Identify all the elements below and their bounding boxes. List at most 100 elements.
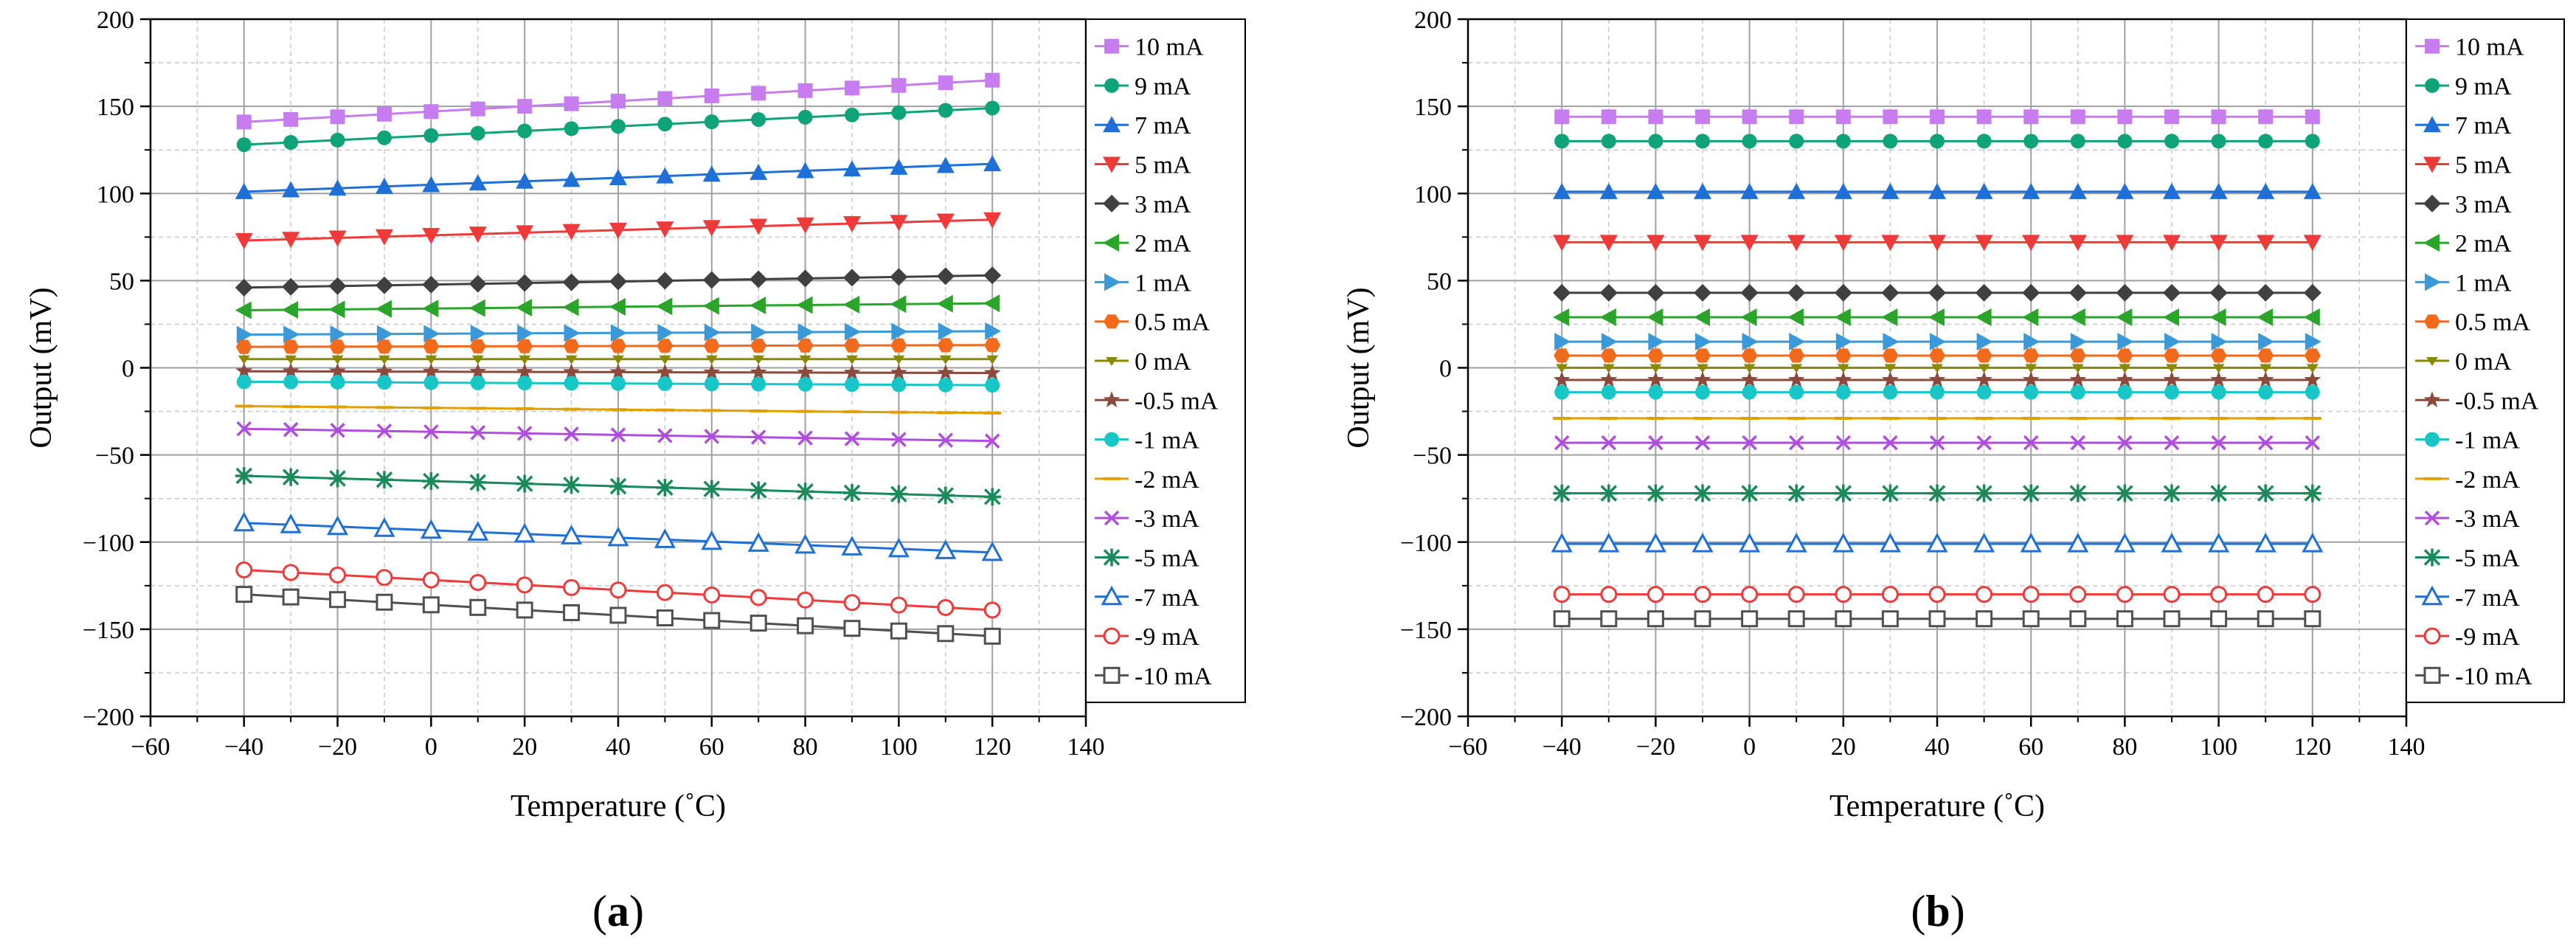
data-point — [330, 325, 347, 344]
data-point — [752, 355, 765, 364]
data-point — [375, 276, 393, 294]
data-point — [1553, 283, 1571, 302]
y-axis-title: Output (mV) — [1342, 287, 1376, 448]
data-point — [703, 612, 721, 629]
data-point — [1742, 333, 1759, 351]
data-point — [797, 617, 814, 634]
x-tick-label: −60 — [131, 733, 170, 761]
data-point — [1881, 308, 1898, 326]
data-point — [1554, 109, 1570, 125]
legend-marker — [1104, 314, 1120, 329]
data-point — [2210, 586, 2228, 604]
data-point — [469, 598, 487, 616]
data-point — [2163, 610, 2181, 628]
legend-label: 1 mA — [1135, 269, 1191, 297]
series-3-ma — [1553, 283, 2321, 302]
data-point — [375, 300, 392, 318]
data-point — [939, 355, 952, 364]
y-tick-label: −200 — [1400, 704, 1452, 731]
data-point — [1553, 586, 1571, 604]
data-point — [702, 165, 721, 182]
data-point — [703, 339, 720, 353]
legend-item: 0 mA — [2415, 348, 2512, 376]
x-tick-label: 0 — [1743, 733, 1756, 761]
legend-item: -0.5 mA — [2415, 387, 2539, 415]
legend-label: 7 mA — [1135, 112, 1191, 139]
data-point — [843, 484, 861, 502]
data-point — [984, 338, 1001, 353]
data-point — [1930, 384, 1945, 400]
data-point — [422, 571, 440, 589]
data-point — [938, 322, 955, 341]
y-tick-label: 200 — [97, 7, 134, 34]
data-point — [516, 426, 533, 441]
data-point — [984, 433, 1000, 449]
data-point — [235, 466, 253, 485]
data-point — [283, 374, 299, 390]
data-point — [1644, 532, 1666, 553]
legend-item: 9 mA — [1095, 73, 1191, 100]
data-point — [235, 561, 253, 579]
data-point — [2022, 235, 2040, 252]
data-point — [282, 564, 300, 581]
data-point — [751, 111, 766, 127]
data-point — [845, 107, 859, 122]
data-point — [747, 532, 769, 552]
data-point — [1648, 134, 1663, 149]
data-point — [282, 468, 300, 486]
data-point — [283, 325, 300, 344]
legend-label: 10 mA — [1135, 34, 1204, 61]
data-point — [2163, 371, 2181, 387]
data-point — [2116, 484, 2134, 502]
x-tick-label: 40 — [606, 733, 631, 761]
x-tick-label: −20 — [1636, 733, 1675, 761]
legend-item: -1 mA — [2415, 427, 2520, 454]
x-tick-label: 80 — [793, 733, 818, 761]
legend-label: 9 mA — [2455, 73, 2512, 100]
data-point — [282, 277, 300, 296]
data-point — [2209, 235, 2228, 252]
data-point — [1976, 435, 1992, 451]
x-tick-label: −40 — [224, 733, 263, 761]
data-point — [328, 179, 347, 196]
data-point — [1928, 610, 1946, 628]
data-point — [1785, 532, 1807, 553]
data-point — [1648, 109, 1663, 125]
data-point — [1976, 384, 1992, 400]
data-point — [659, 355, 671, 364]
data-point — [609, 606, 627, 624]
data-point — [1600, 348, 1617, 363]
data-point — [2116, 182, 2134, 199]
data-point — [611, 376, 626, 391]
data-point — [563, 578, 581, 596]
data-point — [1553, 182, 1571, 199]
data-point — [1976, 134, 1992, 149]
data-point — [378, 355, 390, 364]
data-point — [1647, 235, 1665, 252]
data-point — [470, 425, 486, 440]
data-point — [2070, 435, 2086, 451]
data-point — [1787, 484, 1806, 502]
data-point — [1834, 235, 1852, 252]
data-point — [703, 587, 721, 604]
data-point — [329, 566, 347, 584]
x-axis-title: Temperature (˚C) — [510, 789, 726, 823]
legend-label: 10 mA — [2455, 34, 2524, 61]
data-point — [516, 339, 533, 353]
x-tick-label: 60 — [2018, 733, 2043, 761]
data-point — [375, 471, 393, 489]
data-point — [470, 125, 485, 141]
legend-marker — [1103, 627, 1121, 645]
data-point — [937, 625, 955, 643]
data-point — [1740, 283, 1759, 302]
data-point — [610, 427, 626, 443]
x-tick-label: 100 — [2200, 733, 2237, 761]
legend-label: 3 mA — [2455, 191, 2512, 218]
data-point — [1695, 109, 1710, 125]
y-tick-label: 100 — [97, 181, 134, 208]
series-3-ma — [235, 266, 1002, 297]
data-point — [609, 222, 627, 239]
data-point — [751, 376, 766, 392]
data-point — [1695, 134, 1710, 149]
data-point — [657, 323, 674, 342]
